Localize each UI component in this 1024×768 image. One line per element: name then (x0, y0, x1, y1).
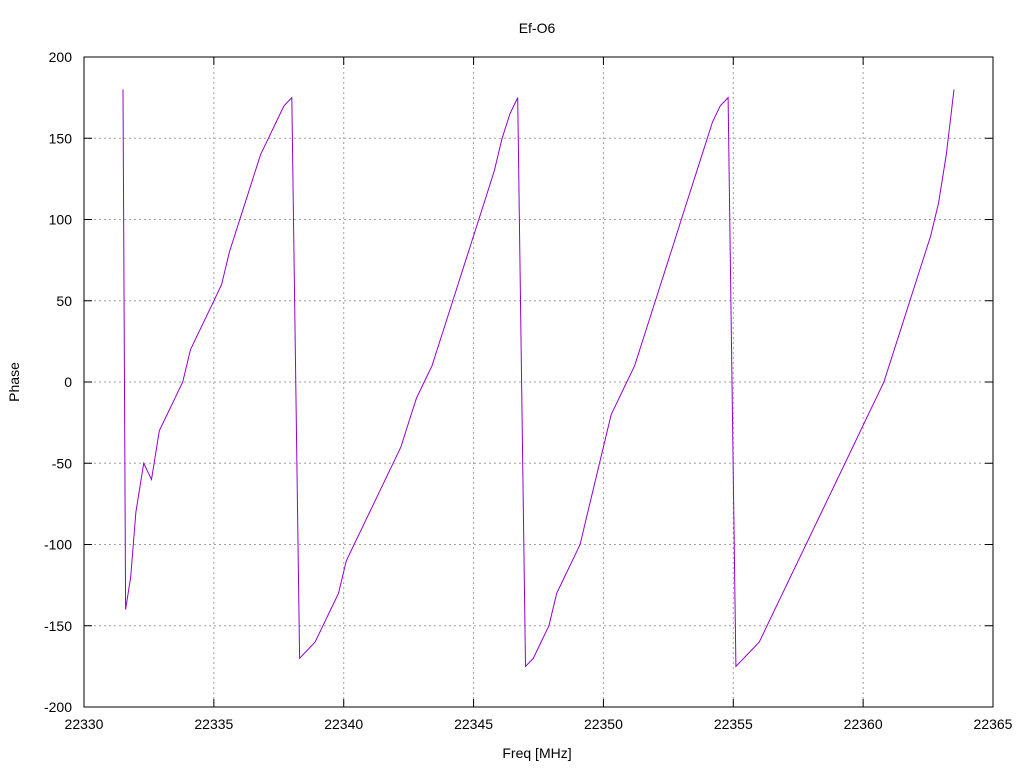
y-tick-label: 0 (64, 374, 72, 390)
y-tick-label: 150 (49, 130, 73, 146)
x-tick-label: 22355 (714, 716, 753, 732)
data-series (122, 89, 955, 668)
y-tick-label: -200 (44, 699, 72, 715)
chart-title: Ef-O6 (519, 20, 556, 36)
axis-ticks: 22330 22335 22340 22345 22350 22355 22360 22365… (44, 49, 1013, 732)
y-axis-label: Phase (6, 362, 22, 402)
x-tick-label: 22365 (974, 716, 1013, 732)
y-tick-label: -50 (52, 455, 72, 471)
x-tick-label: 22350 (584, 716, 623, 732)
x-tick-label: 22340 (324, 716, 363, 732)
x-tick-label: 22330 (65, 716, 104, 732)
phase-series-line (122, 89, 955, 668)
grid (84, 57, 993, 707)
y-tick-label: 200 (49, 49, 73, 65)
y-tick-label: 50 (56, 293, 72, 309)
x-axis-label: Freq [MHz] (502, 745, 571, 761)
y-tick-label: -150 (44, 618, 72, 634)
y-tick-label: -100 (44, 537, 72, 553)
x-tick-label: 22360 (844, 716, 883, 732)
y-tick-label: 100 (49, 212, 73, 228)
x-tick-label: 22345 (454, 716, 493, 732)
x-tick-label: 22335 (194, 716, 233, 732)
